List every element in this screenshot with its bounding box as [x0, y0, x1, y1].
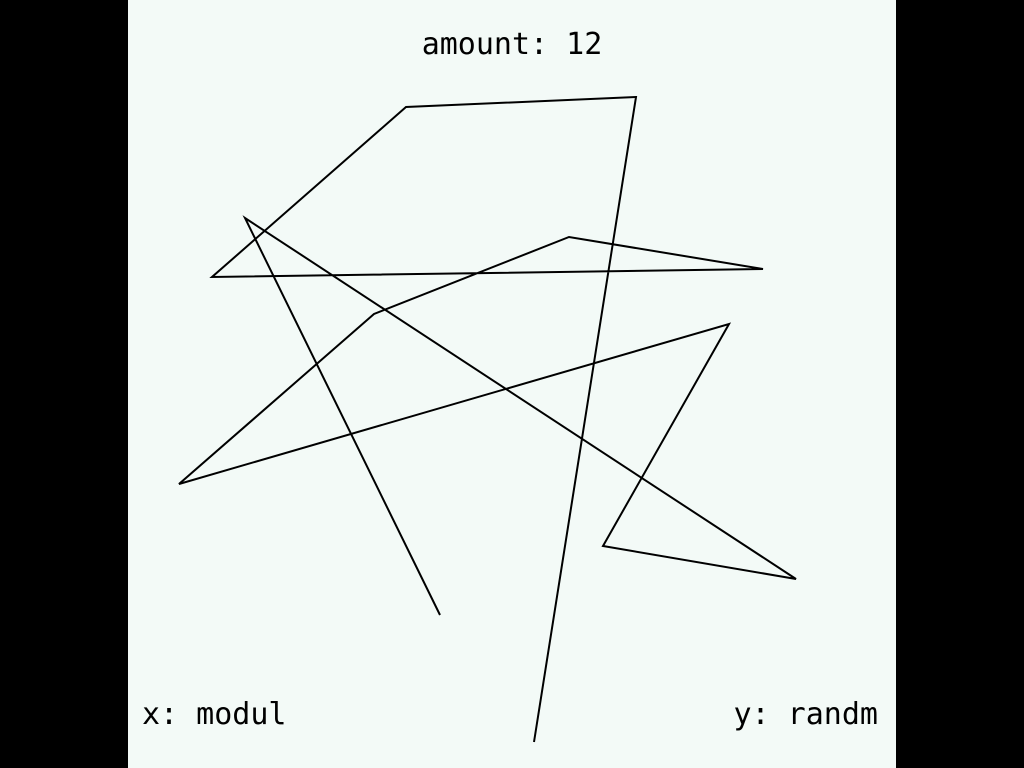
amount-label: amount: 12 [421, 27, 603, 62]
y-mode-label: y: randm [733, 697, 879, 732]
canvas: amount: 12 x: modul y: randm [128, 0, 896, 768]
x-mode-label: x: modul [142, 697, 287, 732]
zigzag-polyline [178, 95, 797, 743]
line-figure [178, 95, 797, 743]
